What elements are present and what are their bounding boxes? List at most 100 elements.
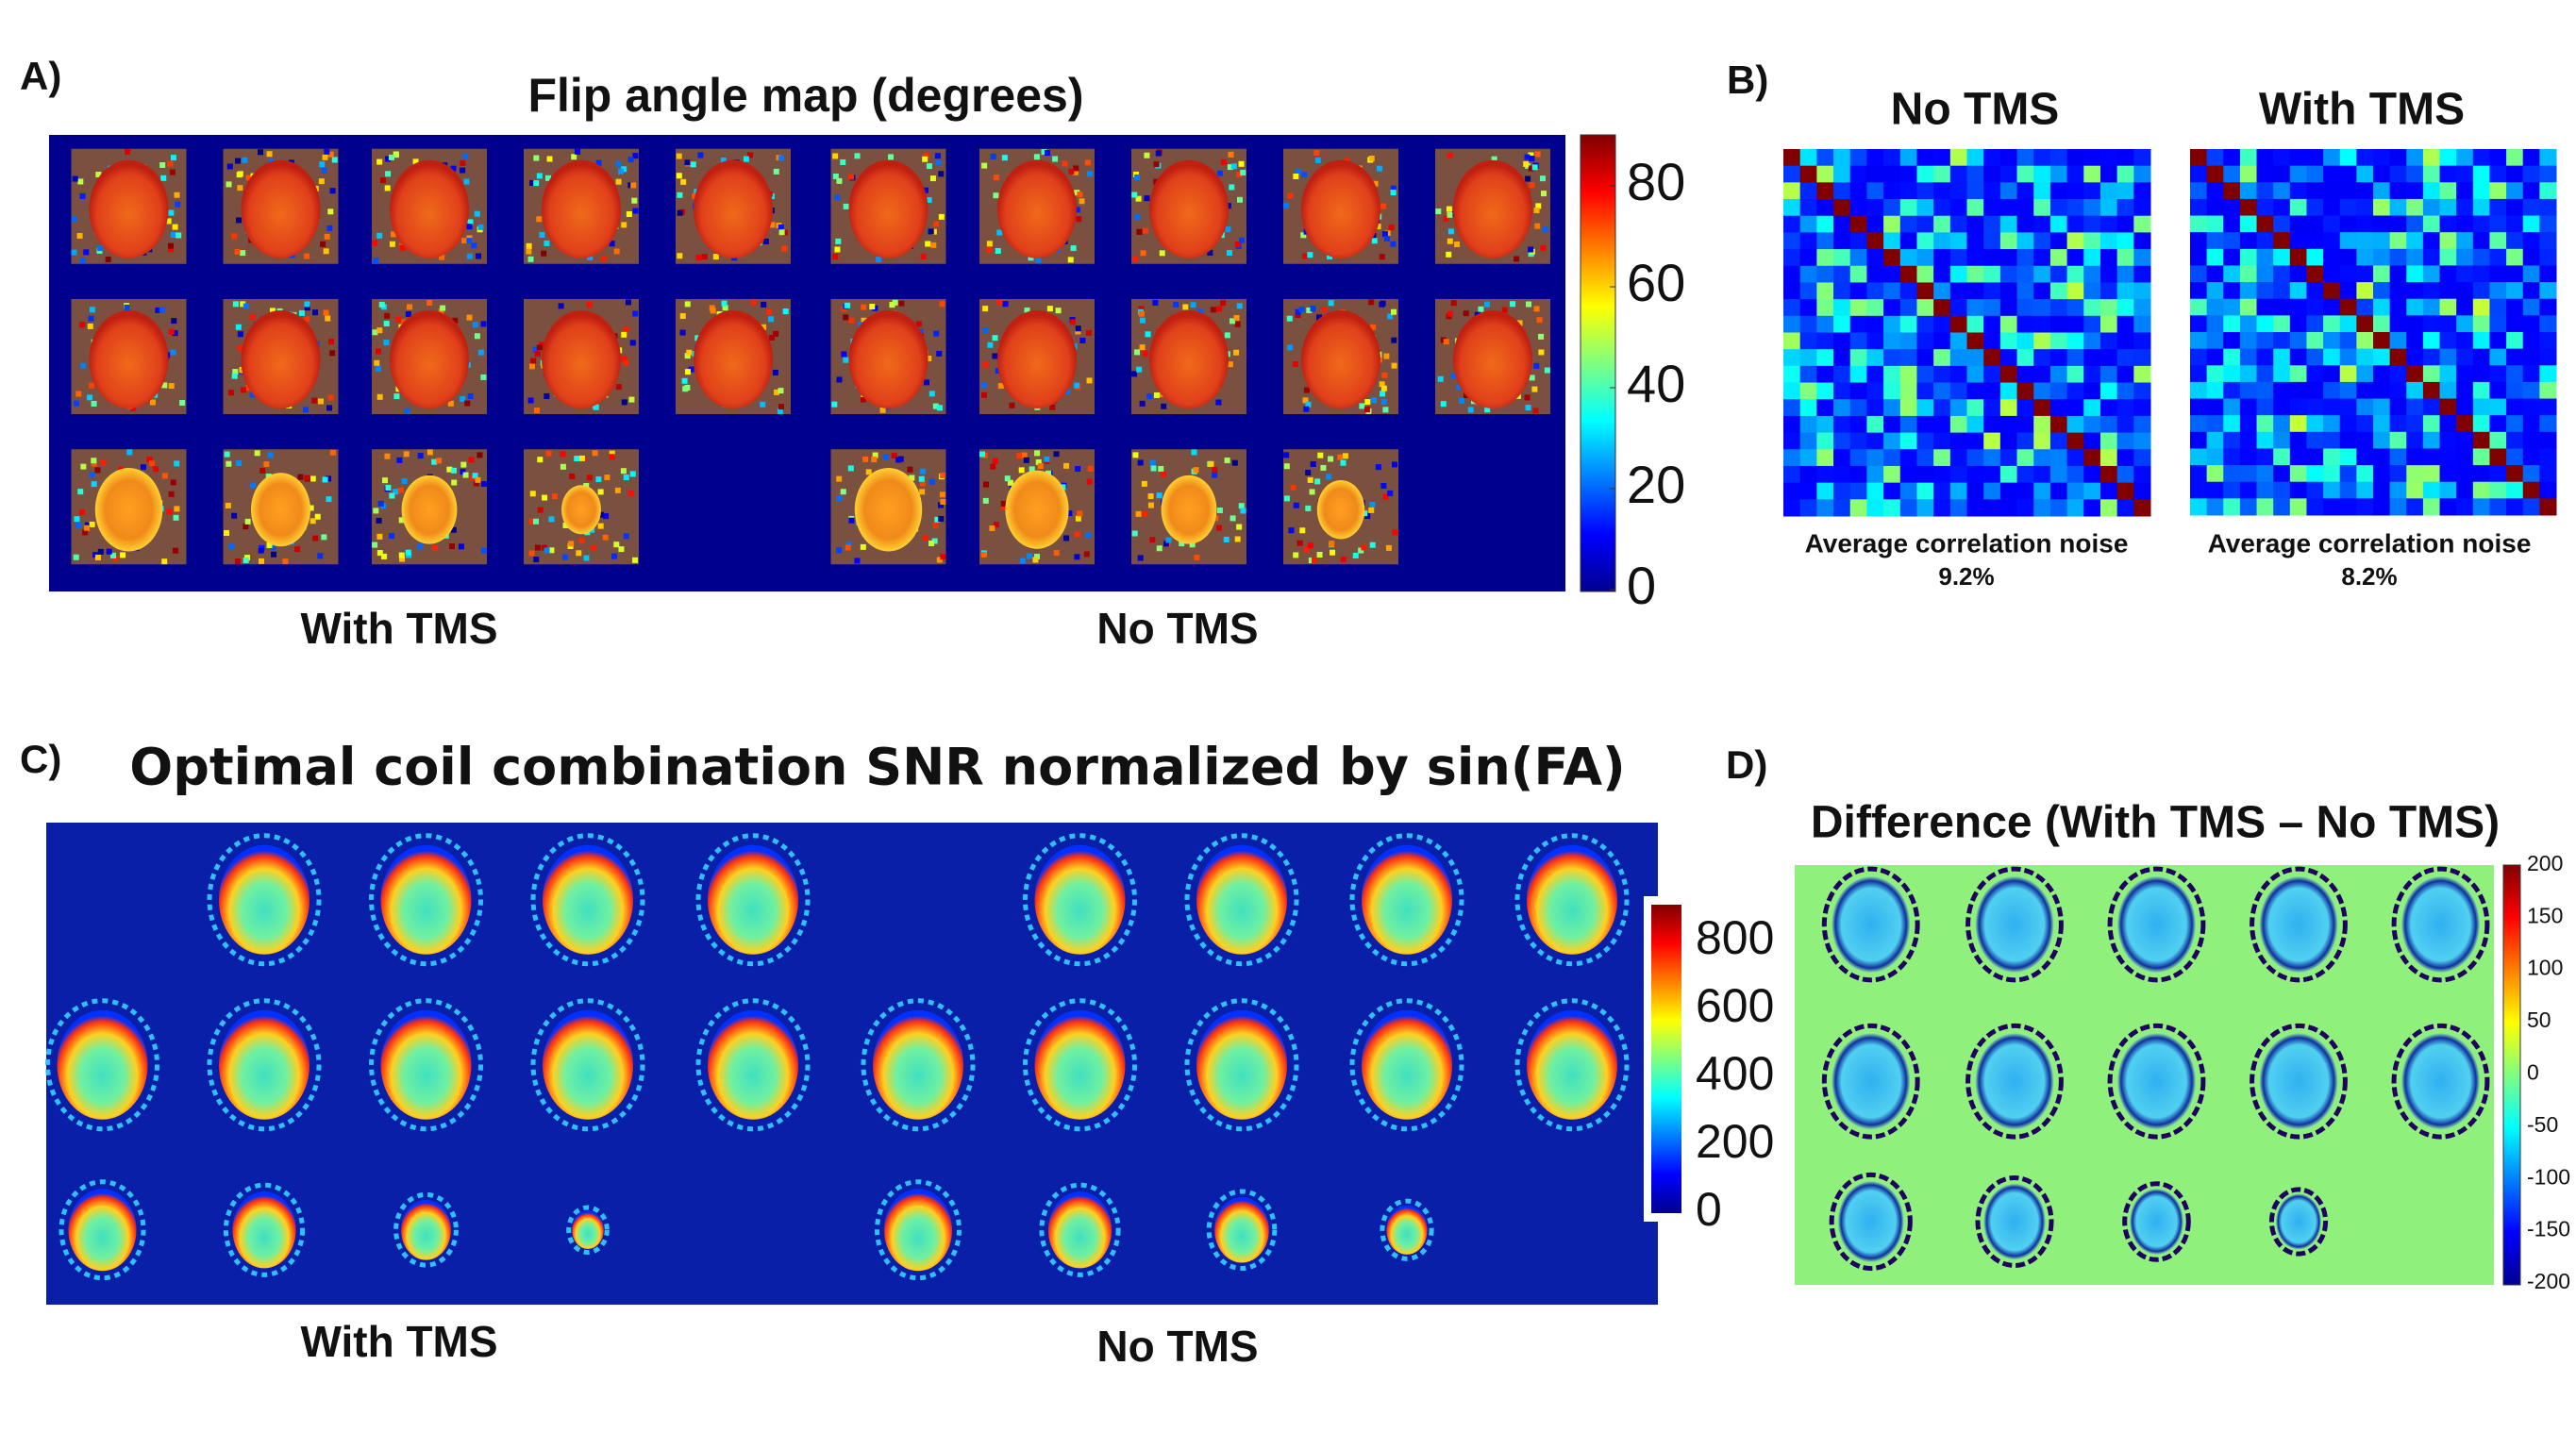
matrix-cell — [2472, 431, 2490, 449]
noise — [91, 460, 97, 467]
noise — [907, 466, 913, 473]
noise — [1083, 551, 1090, 558]
matrix-cell — [1983, 499, 2001, 517]
matrix-cell — [2099, 499, 2118, 517]
matrix-cell — [1816, 265, 1834, 283]
colorbar — [2502, 864, 2521, 1286]
matrix-cell — [2522, 165, 2540, 183]
noise — [1540, 244, 1547, 251]
colorbar-tick-label: 80 — [1627, 152, 1685, 211]
brain-rim — [1023, 833, 1137, 967]
matrix-cell — [1849, 215, 1867, 233]
matrix-cell — [2033, 215, 2051, 233]
noise — [1363, 407, 1370, 413]
matrix-cell — [2306, 381, 2324, 400]
brain-rim — [59, 1179, 146, 1281]
brain-slice — [71, 299, 187, 414]
noise — [860, 543, 866, 550]
noise — [440, 305, 446, 311]
matrix-cell — [2083, 315, 2101, 333]
noise — [1283, 463, 1290, 470]
noise — [325, 315, 331, 322]
noise — [1163, 541, 1170, 547]
matrix-cell — [1783, 432, 1801, 450]
matrix-cell — [1866, 249, 1884, 267]
noise — [83, 249, 90, 256]
noise — [600, 256, 607, 262]
matrix-cell — [2289, 248, 2307, 266]
noise — [376, 533, 383, 540]
noise — [1516, 320, 1523, 326]
matrix-cell — [2116, 182, 2134, 200]
noise — [326, 225, 333, 231]
noise — [1139, 344, 1146, 351]
matrix-cell — [2389, 282, 2407, 300]
noise — [1135, 510, 1142, 517]
noise — [832, 153, 839, 159]
matrix-cell — [2223, 298, 2241, 316]
matrix-cell — [2339, 215, 2357, 233]
noise — [1018, 467, 1025, 474]
colorbar-tick-label: 200 — [2527, 851, 2563, 875]
matrix-cell — [2206, 298, 2224, 316]
matrix-cell — [1866, 365, 1884, 384]
matrix-cell — [2389, 498, 2407, 516]
noise — [249, 313, 256, 320]
noise — [236, 172, 243, 178]
noise — [574, 456, 580, 462]
matrix-cell — [2239, 481, 2258, 499]
noise — [1066, 510, 1073, 517]
noise — [1344, 158, 1350, 164]
noise — [568, 541, 575, 547]
matrix-cell — [2273, 232, 2291, 250]
matrix-cell — [2506, 398, 2524, 416]
noise — [533, 155, 540, 161]
brain-slice — [676, 299, 791, 414]
matrix-cell — [1899, 182, 1917, 200]
matrix-cell — [2223, 448, 2241, 466]
noise — [91, 481, 97, 488]
matrix-cell — [2472, 182, 2490, 200]
matrix-cell — [2223, 282, 2241, 300]
matrix-cell — [2190, 381, 2208, 400]
noise — [1525, 405, 1531, 411]
matrix-cell — [2489, 498, 2507, 516]
matrix-cell — [2289, 198, 2307, 217]
matrix-cell — [2323, 215, 2341, 233]
noise — [1392, 529, 1398, 536]
colorbar-tick-label: 0 — [1627, 556, 1656, 615]
matrix-cell — [2239, 182, 2258, 200]
noise — [235, 158, 242, 164]
noise — [1215, 525, 1222, 531]
matrix-cell — [2356, 215, 2374, 233]
matrix-cell — [2323, 149, 2341, 167]
noise — [401, 478, 408, 485]
matrix-cell — [2190, 365, 2208, 383]
noise — [1329, 541, 1335, 547]
noise — [615, 178, 622, 185]
noise — [1161, 471, 1167, 477]
noise — [766, 308, 773, 315]
matrix-cell — [1866, 182, 1884, 200]
noise — [270, 543, 276, 550]
matrix-cell — [2099, 415, 2118, 434]
noise — [171, 318, 177, 325]
matrix-cell — [2472, 265, 2490, 283]
noise — [939, 473, 945, 479]
matrix-cell — [2116, 165, 2134, 183]
matrix-cell — [1866, 265, 1884, 283]
matrix-cell — [2522, 282, 2540, 300]
matrix-cell — [2289, 415, 2307, 433]
matrix-cell — [2306, 198, 2324, 217]
matrix-cell — [2456, 465, 2474, 483]
noise — [1524, 394, 1531, 401]
matrix-cell — [2273, 298, 2291, 316]
matrix-cell — [1833, 315, 1851, 333]
matrix-cell — [2066, 265, 2084, 283]
noise — [389, 533, 395, 540]
matrix-cell — [1933, 449, 1951, 467]
noise — [690, 161, 696, 168]
matrix-cell — [2456, 265, 2474, 283]
noise — [845, 302, 851, 308]
brain — [2116, 875, 2197, 974]
